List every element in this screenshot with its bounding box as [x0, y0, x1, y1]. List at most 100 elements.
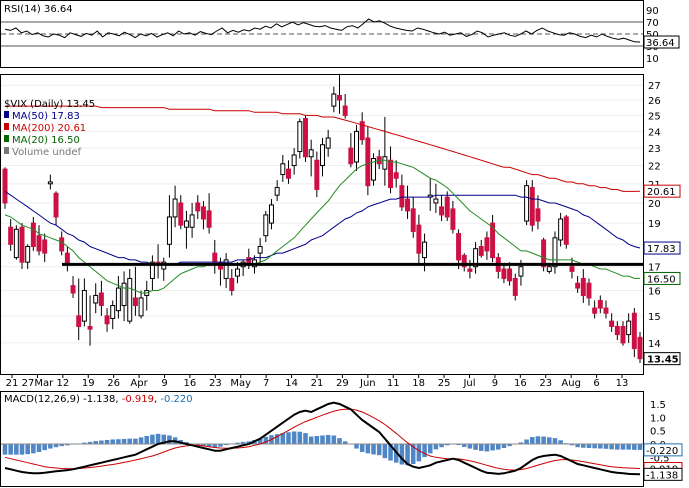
candle-body-down — [512, 277, 518, 296]
candle-body-up — [127, 277, 133, 322]
x-tick-label: 25 — [438, 378, 451, 389]
rsi-panel: 9070503010 RSI(14) 36.64 36.64 — [0, 0, 680, 68]
macd-histogram-bar — [133, 438, 138, 444]
candle — [337, 73, 342, 114]
macd-histogram-bar — [518, 442, 524, 444]
candle-body-down — [405, 198, 411, 212]
macd-histogram-bar — [303, 433, 308, 444]
candle — [586, 278, 592, 306]
macd-histogram-bar — [31, 444, 36, 454]
price-value-badge-label: 13.45 — [647, 355, 679, 366]
price-title: $VIX (Daily) 13.45 — [4, 99, 95, 110]
candle — [30, 216, 36, 251]
candle — [325, 129, 331, 157]
macd-histogram-bar — [110, 439, 115, 444]
candle-body-down — [416, 224, 422, 254]
macd-histogram-bar — [365, 444, 371, 454]
candle — [121, 271, 127, 322]
candle-body-up — [552, 237, 558, 268]
candle — [25, 244, 31, 270]
candle — [59, 231, 65, 256]
candle-body-up — [274, 187, 280, 196]
macd-histogram-bar — [478, 444, 484, 451]
candle-body-down — [195, 202, 201, 212]
rsi-legend-name: RSI(14) — [4, 4, 41, 15]
x-tick-label: 19 — [82, 378, 95, 389]
legend-entry: MA(20) 16.50 — [12, 135, 80, 146]
candle-body-down — [569, 266, 575, 272]
candle-body-up — [291, 154, 297, 167]
candle-body-up — [166, 216, 172, 245]
candle-body-up — [172, 198, 178, 218]
candle — [320, 138, 325, 177]
candle — [70, 276, 76, 298]
candle-body-down — [348, 147, 354, 165]
candle-body-down — [535, 208, 541, 222]
candle — [183, 210, 189, 249]
candle-body-down — [444, 196, 450, 218]
macd-histogram-bar — [212, 444, 218, 448]
macd-histogram-bar — [461, 444, 467, 447]
candle-body-up — [81, 290, 87, 322]
macd-value-badge — [643, 443, 683, 457]
macd-histogram-bar — [388, 444, 393, 461]
candle — [8, 218, 14, 251]
macd-histogram-bar — [473, 444, 478, 450]
macd-histogram-bar — [575, 444, 580, 448]
x-tick-label: 16 — [184, 378, 197, 389]
price-frame — [0, 74, 644, 375]
candle — [575, 276, 581, 293]
ma20-line — [4, 159, 640, 294]
macd-histogram-bar — [467, 444, 473, 449]
candle — [609, 313, 615, 332]
macd-histogram-bar — [586, 444, 592, 448]
candle-body-down — [450, 208, 456, 230]
candle — [631, 308, 637, 358]
price-value-badge — [643, 271, 681, 285]
legend-entry: MA(50) 17.83 — [12, 111, 80, 122]
candle-body-up — [47, 181, 53, 185]
x-tick-label: 16 — [514, 378, 527, 389]
macd-histogram-bar — [25, 444, 30, 455]
macd-value-badge — [643, 467, 683, 481]
candle — [132, 266, 138, 316]
candle-body-down — [42, 239, 48, 254]
legend-swatch — [4, 147, 9, 154]
candle — [47, 174, 53, 190]
ma200-line — [5, 105, 641, 192]
candle — [285, 160, 291, 184]
candle-body-down — [64, 252, 70, 265]
macd-histogram-bar — [541, 436, 546, 444]
candle-body-down — [586, 282, 592, 299]
candle — [580, 269, 586, 303]
macd-histogram-bar — [603, 444, 609, 449]
candle — [195, 195, 201, 219]
candle — [501, 264, 507, 284]
candle — [444, 191, 450, 222]
candle-body-down — [575, 282, 581, 289]
candle-body-down — [399, 185, 405, 208]
macd-legend: MACD(12,26,9) -1.138, -0.919, -0.220 — [4, 394, 193, 405]
macd-histogram-bar — [382, 444, 388, 459]
candle-body-up — [473, 248, 479, 268]
candle — [484, 231, 490, 260]
candle-body-down — [200, 206, 206, 220]
macd-value-badge-label: -0.220 — [646, 446, 678, 457]
macd-line — [4, 401, 641, 476]
x-tick-label: 21 — [311, 378, 324, 389]
candle — [546, 264, 552, 274]
price-tick-label: 24 — [648, 127, 661, 138]
macd-histogram-bar — [581, 444, 586, 448]
candle-body-down — [637, 336, 643, 360]
candle — [507, 262, 513, 286]
candle-body-up — [280, 163, 286, 176]
price-panel: 2726252423222120191817161514 $VIX (Daily… — [0, 73, 681, 375]
candle — [456, 229, 462, 270]
macd-histogram-bar — [116, 439, 121, 444]
candle — [348, 133, 354, 168]
macd-histogram-bar — [206, 444, 212, 447]
macd-histogram-bar — [150, 434, 155, 444]
candle — [115, 276, 121, 319]
candle — [76, 278, 82, 341]
x-tick-label: 18 — [412, 378, 425, 389]
